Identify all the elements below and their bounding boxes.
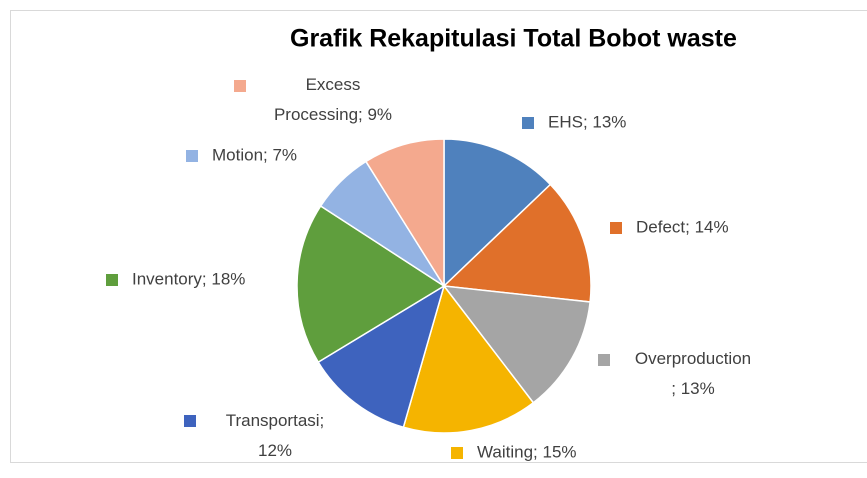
data-label: Waiting; 15% xyxy=(477,442,577,461)
chart-title: Grafik Rekapitulasi Total Bobot waste xyxy=(290,25,737,53)
pie-slice xyxy=(402,284,535,434)
data-label: Motion; 7% xyxy=(212,145,297,164)
data-label: EHS; 13% xyxy=(548,112,626,131)
data-label: Defect; 14% xyxy=(636,217,729,236)
legend-key xyxy=(598,354,610,366)
legend-key xyxy=(522,117,534,129)
pie-slice xyxy=(364,138,445,289)
legend-key xyxy=(184,415,196,427)
data-label: Excess Processing; 9% xyxy=(274,75,392,124)
legend-key xyxy=(106,274,118,286)
pie-slice xyxy=(296,204,446,364)
pie-slice xyxy=(442,183,592,303)
data-label: Overproduction; 13% xyxy=(635,349,751,398)
legend-key xyxy=(234,80,246,92)
legend-key xyxy=(451,447,463,459)
pie-slice xyxy=(317,284,446,429)
legend-key xyxy=(186,150,198,162)
data-label: Transportasi; 12% xyxy=(226,411,325,460)
pie-slice xyxy=(442,285,591,404)
data-label: Inventory; 18% xyxy=(132,269,245,288)
legend-key xyxy=(610,222,622,234)
pie-slice xyxy=(443,138,552,288)
